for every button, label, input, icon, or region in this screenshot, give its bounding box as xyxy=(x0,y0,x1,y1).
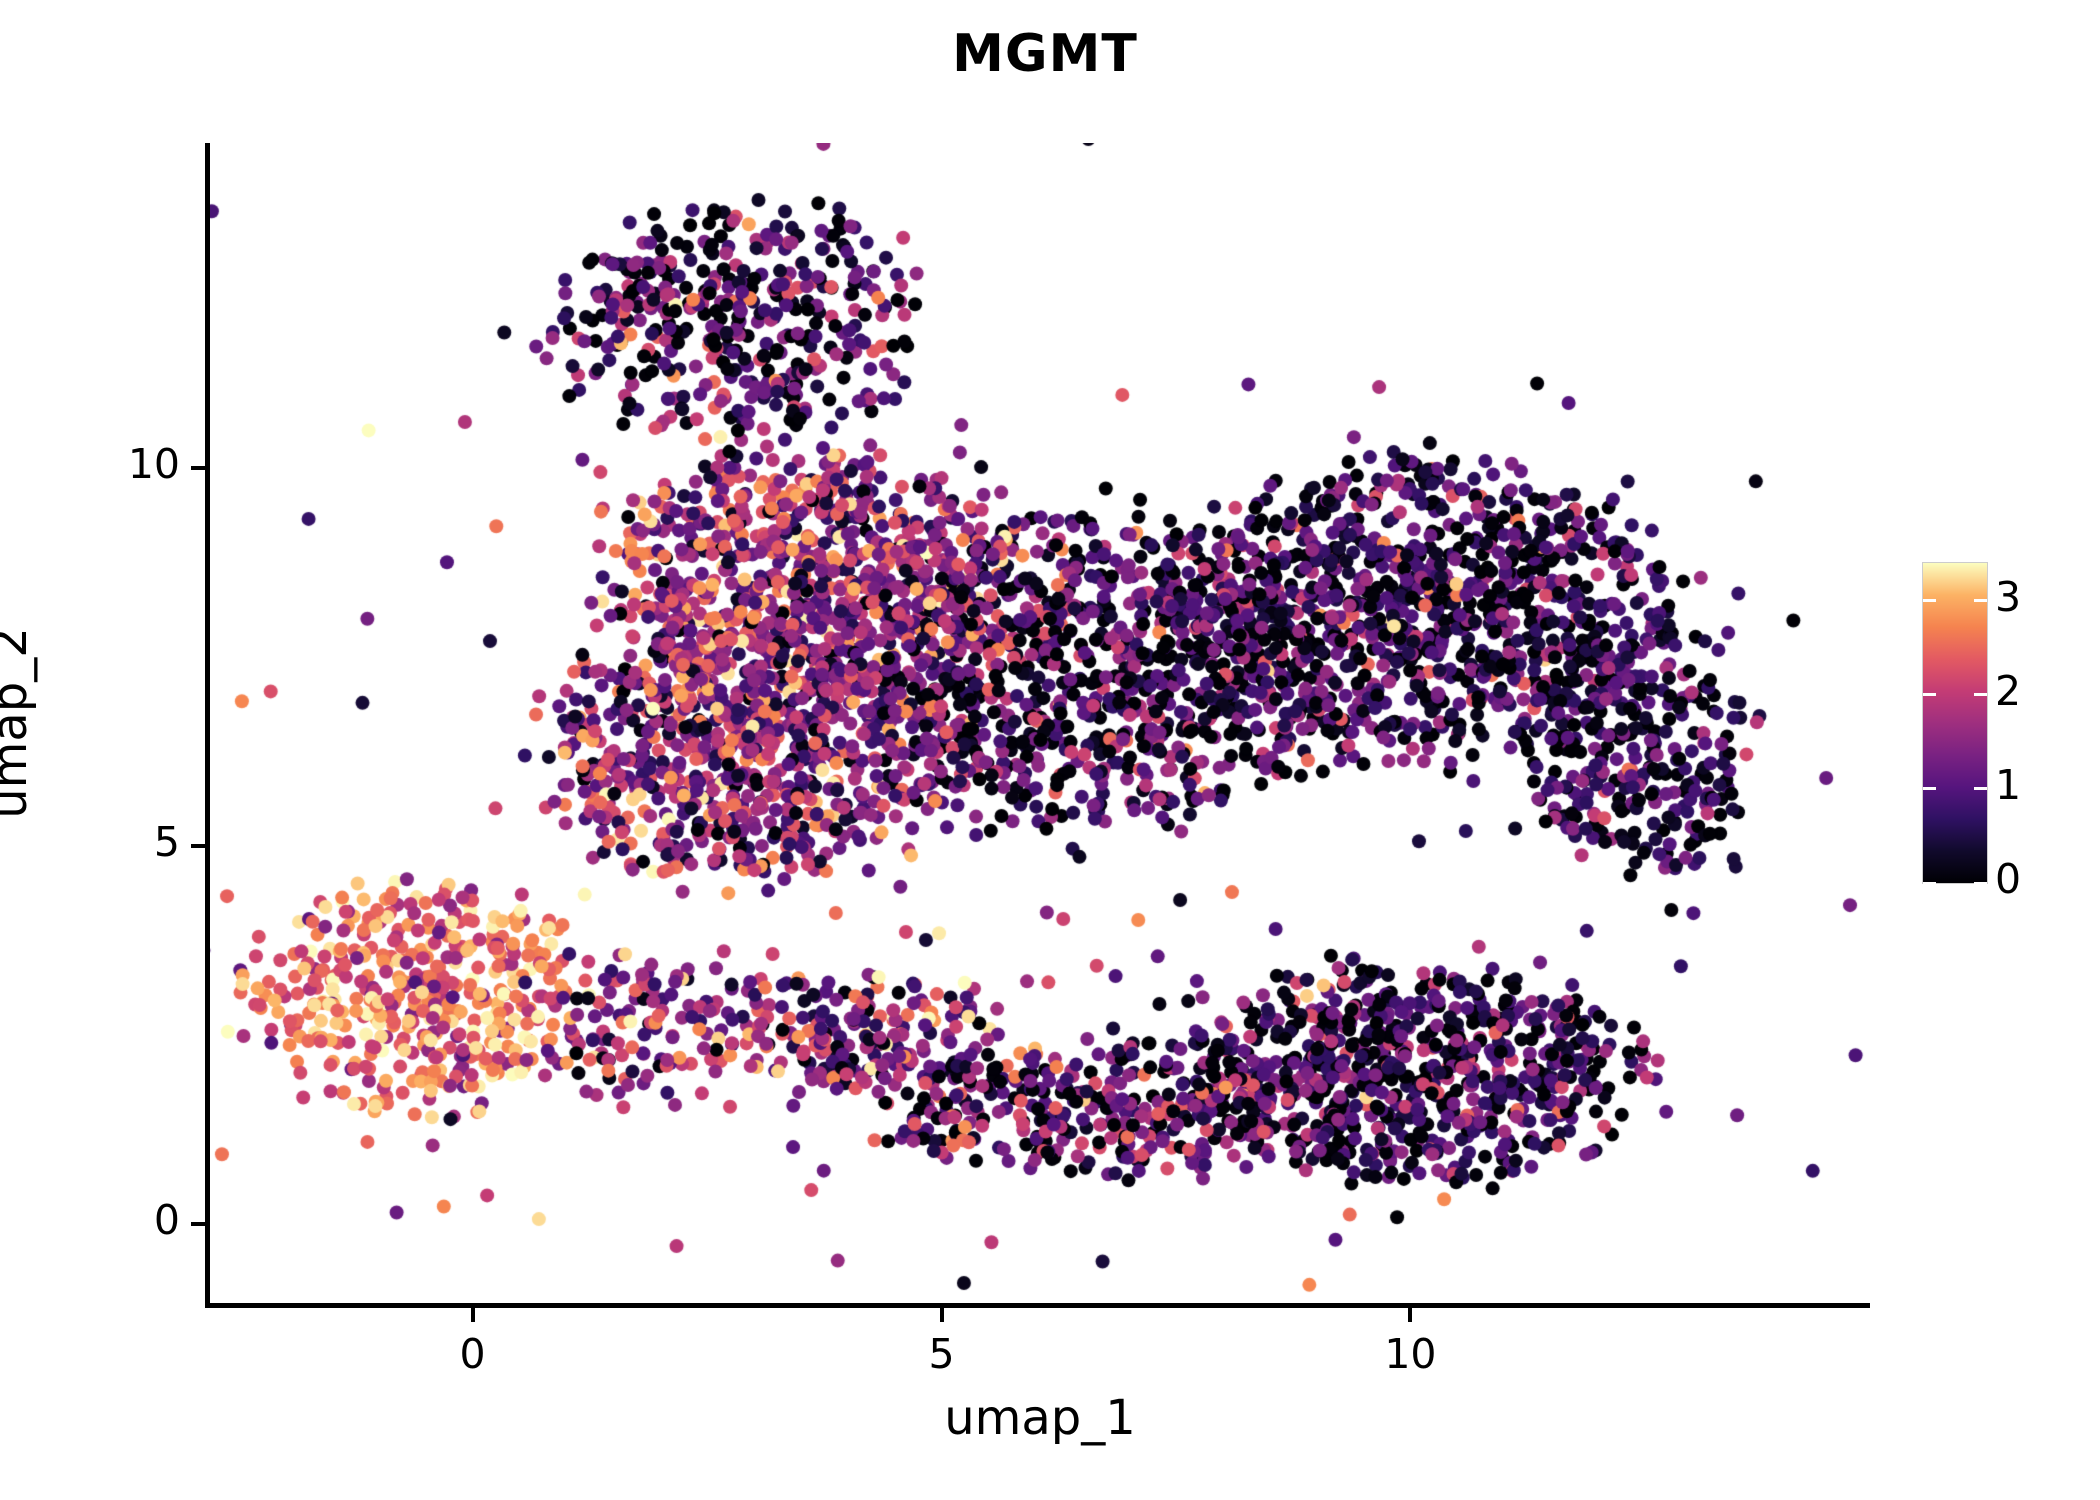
colorbar-tick-label: 0 xyxy=(1995,855,2022,903)
colorbar-tick-label: 1 xyxy=(1995,760,2022,809)
colorbar-tick-mark xyxy=(1923,881,1936,885)
colorbar-tick-mark xyxy=(1974,881,1987,885)
colorbar-tick-mark xyxy=(1923,787,1936,791)
x-tick-label: 0 xyxy=(459,1330,486,1378)
x-axis-spine xyxy=(205,1303,1870,1308)
colorbar-tick-mark xyxy=(1923,693,1936,697)
y-tick-mark xyxy=(191,1221,205,1226)
colorbar-outline xyxy=(1922,562,1988,884)
colorbar-tick-mark xyxy=(1923,599,1936,603)
scatter-plot-area xyxy=(210,143,1870,1303)
colorbar-tick-mark xyxy=(1974,599,1987,603)
y-tick-mark xyxy=(191,465,205,470)
x-tick-label: 5 xyxy=(928,1330,955,1378)
colorbar-tick-mark xyxy=(1974,693,1987,697)
y-tick-label: 0 xyxy=(153,1195,180,1244)
y-tick-label: 10 xyxy=(127,439,180,488)
page-title: MGMT xyxy=(0,24,2100,84)
x-tick-mark xyxy=(939,1308,944,1322)
colorbar-gradient xyxy=(1923,563,1987,883)
x-tick-label: 10 xyxy=(1384,1330,1437,1378)
colorbar-tick-label: 2 xyxy=(1995,666,2022,715)
y-tick-mark xyxy=(191,843,205,848)
y-tick-label: 5 xyxy=(153,817,180,866)
scatter-points-layer xyxy=(210,143,1870,1303)
plot-title-text: MGMT xyxy=(952,24,1138,84)
x-axis-label: umap_1 xyxy=(944,1390,1136,1446)
colorbar: 3 2 1 0 xyxy=(1922,562,2021,903)
colorbar-tick-mark xyxy=(1974,787,1987,791)
y-axis-label: umap_2 xyxy=(0,627,38,819)
x-tick-mark xyxy=(1408,1308,1413,1322)
colorbar-tick-label: 3 xyxy=(1995,572,2022,621)
x-tick-mark xyxy=(470,1308,475,1322)
y-axis-spine xyxy=(205,143,210,1308)
